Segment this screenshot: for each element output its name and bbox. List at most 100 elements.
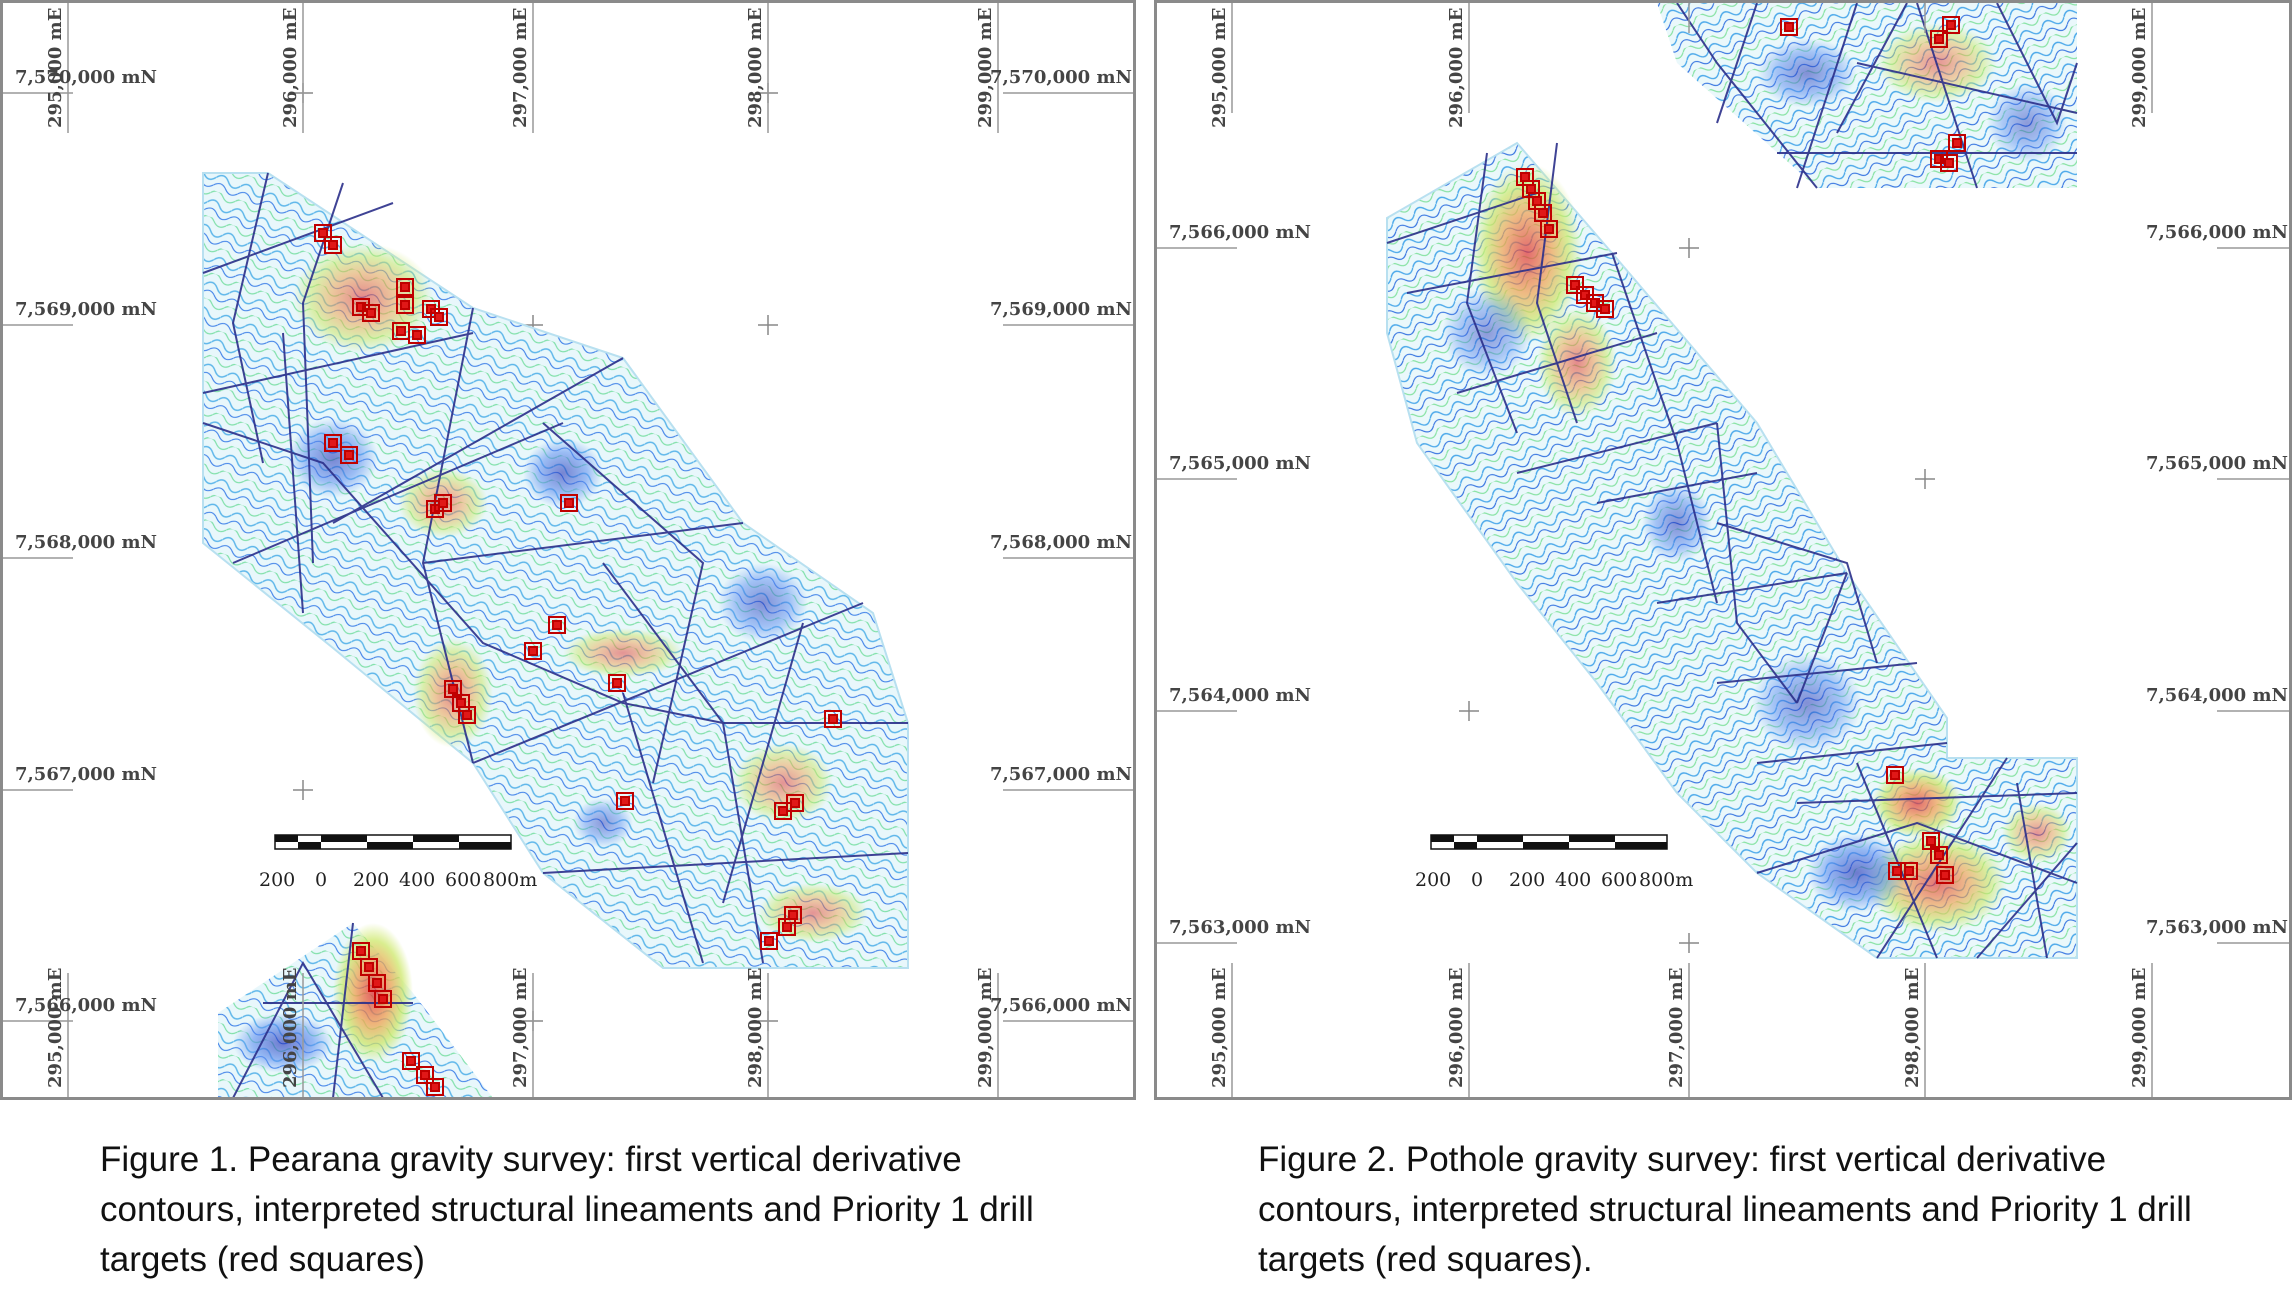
scale-label: 200 (1509, 869, 1545, 891)
drill-target (1596, 300, 1614, 318)
drill-target (324, 434, 342, 452)
figure1-map: 7,570,000 mN 7,569,000 mN 7,568,000 mN 7… (3, 3, 1133, 1097)
drill-target (430, 308, 448, 326)
northing-label: 7,566,000 mN (990, 995, 1132, 1016)
drill-target (324, 236, 342, 254)
figure1-map-panel: 7,570,000 mN 7,569,000 mN 7,568,000 mN 7… (0, 0, 1136, 1100)
northing-label: 7,570,000 mN (15, 67, 157, 88)
drill-target (434, 494, 452, 512)
drill-target (396, 278, 414, 296)
northing-label: 7,567,000 mN (15, 764, 157, 785)
easting-label: 297,000 mE (510, 8, 531, 128)
drill-target (608, 674, 626, 692)
drill-target (374, 990, 392, 1008)
drill-target (1930, 846, 1948, 864)
drill-target (1780, 18, 1798, 36)
figure2-map: 7,566,000 mN 7,565,000 mN 7,564,000 mN 7… (1157, 3, 2289, 1097)
figure1-easting-labels: 295,000 mE 296,000 mE 297,000 mE 298,000… (45, 8, 996, 1088)
figure2-upper-survey-area (1657, 3, 2077, 188)
figure2-map-panel: 7,566,000 mN 7,565,000 mN 7,564,000 mN 7… (1154, 0, 2292, 1100)
figure2-caption-text: Figure 2. Pothole gravity survey: first … (1258, 1140, 2192, 1279)
figure1-caption: Figure 1. Pearana gravity survey: first … (100, 1135, 1060, 1285)
drill-target (1940, 154, 1958, 172)
drill-target (408, 326, 426, 344)
drill-target (786, 794, 804, 812)
figure2-lineaments (1386, 3, 2078, 959)
drill-target (524, 642, 542, 660)
northing-label: 7,567,000 mN (990, 764, 1132, 785)
drill-target (1936, 866, 1954, 884)
drill-target (548, 616, 566, 634)
figure2-drill-targets (1516, 16, 1966, 884)
drill-target (314, 224, 332, 242)
figure2-northing-labels: 7,566,000 mN 7,565,000 mN 7,564,000 mN 7… (1169, 222, 2288, 938)
figure1-caption-text: Figure 1. Pearana gravity survey: first … (100, 1140, 1034, 1279)
figure1-scale-bar: 200 0 200 400 600 800m (259, 834, 537, 891)
drill-target (1566, 276, 1584, 294)
figure1-lineaments (202, 172, 909, 1097)
drill-target (784, 906, 802, 924)
figure1-lower-survey-area (218, 923, 493, 1097)
northing-label: 7,564,000 mN (1169, 685, 1311, 706)
scale-label: 200 (259, 869, 295, 891)
drill-target (560, 494, 578, 512)
figure1-drill-targets (314, 224, 842, 1096)
figure2-caption: Figure 2. Pothole gravity survey: first … (1258, 1135, 2218, 1285)
northing-label: 7,566,000 mN (1169, 222, 1311, 243)
drill-target (1942, 16, 1960, 34)
easting-label: 296,000 mE (1446, 8, 1467, 128)
northing-label: 7,566,000 mN (15, 995, 157, 1016)
drill-target (824, 710, 842, 728)
drill-target (426, 1078, 444, 1096)
figure2-scale-bar: 200 0 200 400 600 800m (1415, 834, 1693, 891)
northing-label: 7,564,000 mN (2146, 685, 2288, 706)
drill-target (340, 446, 358, 464)
drill-target (616, 792, 634, 810)
scale-label: 600 (445, 869, 481, 891)
drill-target (1948, 134, 1966, 152)
scale-label: 0 (315, 869, 327, 891)
scale-label: 200 (1415, 869, 1451, 891)
northing-label: 7,563,000 mN (2146, 917, 2288, 938)
northing-label: 7,566,000 mN (2146, 222, 2288, 243)
scale-label: 800m (483, 869, 537, 891)
easting-label: 297,000 mE (510, 968, 531, 1088)
drill-target (396, 296, 414, 314)
easting-label: 299,000 mE (2129, 968, 2150, 1088)
drill-target (352, 298, 370, 316)
scale-label: 600 (1601, 869, 1637, 891)
easting-label: 296,000 mE (280, 8, 301, 128)
easting-label: 295,000 mE (45, 968, 66, 1088)
figure1-northing-labels: 7,570,000 mN 7,569,000 mN 7,568,000 mN 7… (15, 67, 1132, 1016)
northing-label: 7,569,000 mN (990, 299, 1132, 320)
drill-target (1540, 220, 1558, 238)
northing-label: 7,563,000 mN (1169, 917, 1311, 938)
scale-label: 400 (399, 869, 435, 891)
figure2-edge-ticks (1157, 3, 2289, 1097)
easting-label: 296,000 mE (280, 968, 301, 1088)
scale-label: 0 (1471, 869, 1483, 891)
northing-label: 7,570,000 mN (990, 67, 1132, 88)
scale-label: 800m (1639, 869, 1693, 891)
northing-label: 7,568,000 mN (15, 532, 157, 553)
northing-label: 7,568,000 mN (990, 532, 1132, 553)
easting-label: 298,000 mE (1902, 968, 1923, 1088)
drill-target (760, 932, 778, 950)
northing-label: 7,565,000 mN (2146, 453, 2288, 474)
easting-label: 299,000 mE (975, 968, 996, 1088)
figure2-easting-labels: 295,000 mE 296,000 mE 299,000 mE 295,000… (1209, 8, 2150, 1088)
easting-label: 297,000 mE (1666, 968, 1687, 1088)
easting-label: 295,000 mE (1209, 8, 1230, 128)
figure2-survey-area (1386, 141, 2078, 959)
drill-target (1930, 30, 1948, 48)
drill-target (402, 1052, 420, 1070)
drill-target (362, 304, 380, 322)
scale-label: 200 (353, 869, 389, 891)
northing-label: 7,569,000 mN (15, 299, 157, 320)
easting-label: 295,000 mE (1209, 968, 1230, 1088)
northing-label: 7,565,000 mN (1169, 453, 1311, 474)
easting-label: 298,000 mE (745, 8, 766, 128)
drill-target (1900, 862, 1918, 880)
easting-label: 296,000 mE (1446, 968, 1467, 1088)
drill-target (1886, 766, 1904, 784)
